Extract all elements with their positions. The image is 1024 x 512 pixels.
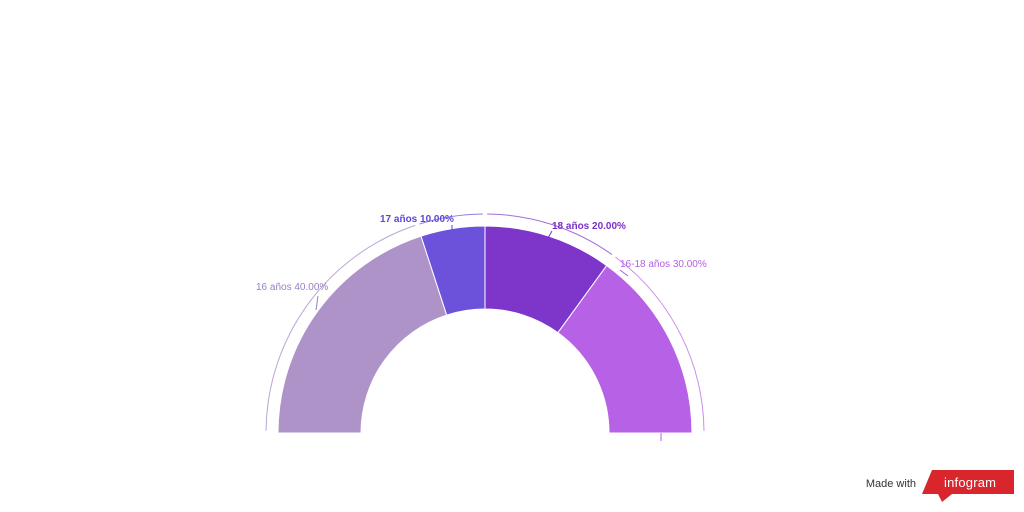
slice-16-18-a-os[interactable] bbox=[557, 264, 693, 434]
slice-guide-arc bbox=[615, 256, 705, 431]
label-leader-line bbox=[619, 269, 629, 277]
data-label: 18 años 20.00% bbox=[552, 221, 626, 232]
label-leader-line bbox=[315, 295, 319, 311]
made-with-infogram-badge[interactable]: Made with infogram bbox=[865, 468, 1014, 502]
made-with-text: Made with bbox=[865, 478, 916, 490]
infogram-flag-icon bbox=[922, 470, 1014, 502]
slice-guide-arc bbox=[265, 224, 416, 431]
infogram-logo-text: infogram bbox=[944, 475, 997, 490]
infogram-logo[interactable]: infogram bbox=[922, 470, 1014, 502]
label-leader-line bbox=[547, 230, 553, 239]
data-label: 16-18 años 30.00% bbox=[620, 259, 707, 270]
slice-guide-arc bbox=[419, 213, 483, 225]
slice-16-a-os[interactable] bbox=[277, 235, 448, 434]
slice-guide-arc bbox=[487, 213, 613, 255]
data-label: 16 años 40.00% bbox=[256, 282, 328, 293]
data-label: 17 años 10.00% bbox=[380, 214, 454, 225]
